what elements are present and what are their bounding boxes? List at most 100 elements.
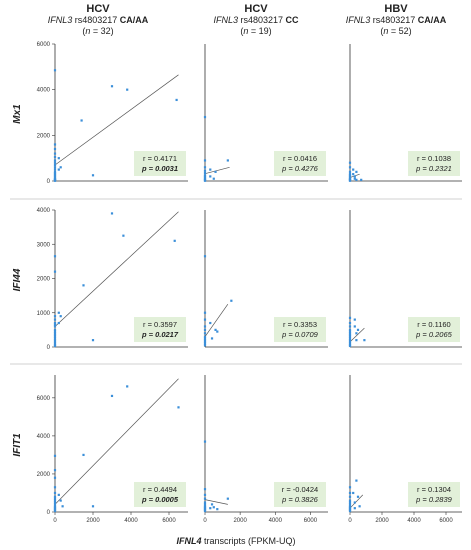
data-point <box>175 98 178 102</box>
data-point <box>348 170 352 173</box>
data-point <box>53 501 57 504</box>
p-value: p = 0.0709 <box>281 330 318 339</box>
data-point <box>203 318 207 321</box>
data-point <box>53 469 57 472</box>
y-tick-label: 6000 <box>37 396 51 402</box>
data-point <box>348 337 352 340</box>
x-axis-label-gene: IFNL4 <box>176 536 201 546</box>
data-point <box>82 453 85 457</box>
data-point <box>57 493 60 496</box>
column-header-virus: HCV <box>244 3 268 15</box>
data-point <box>53 497 57 500</box>
stat-box <box>274 482 326 507</box>
column-header: HCV IFNL3 rs4803217 CC (n = 19) <box>213 3 299 36</box>
data-point <box>53 499 57 502</box>
data-point <box>348 491 352 495</box>
x-axis-label: IFNL4 transcripts (FPKM-UQ) <box>176 536 295 546</box>
data-point <box>53 173 57 176</box>
data-point <box>203 176 207 179</box>
column-header: HCV IFNL3 rs4803217 CA/AA (n = 32) <box>48 3 149 36</box>
data-point <box>53 168 57 171</box>
data-point <box>212 506 215 509</box>
p-value: p = 0.2321 <box>415 164 452 173</box>
data-point <box>126 88 129 91</box>
regression-line <box>204 166 230 175</box>
y-tick-label: 6000 <box>37 42 51 48</box>
x-tick-label: 4000 <box>124 518 138 524</box>
y-tick-label: 4000 <box>37 208 51 214</box>
data-point <box>91 174 95 177</box>
data-point <box>59 499 62 502</box>
data-point <box>203 328 207 331</box>
p-value: p = 0.0217 <box>141 330 179 339</box>
data-point <box>348 166 352 169</box>
column-header-n-var: n <box>383 26 388 36</box>
regression-line <box>54 74 179 166</box>
correlation-r: r = 0.1304 <box>417 485 451 494</box>
column-header-virus: HBV <box>384 3 408 15</box>
y-tick-label: 2000 <box>37 472 51 478</box>
data-point <box>53 163 57 167</box>
data-point <box>203 503 207 506</box>
data-point <box>110 212 114 215</box>
column-header-snp: rs4803217 <box>238 15 286 25</box>
data-point <box>348 339 352 342</box>
data-point <box>53 332 57 335</box>
y-tick-label: 3000 <box>37 242 51 248</box>
data-point <box>59 166 62 169</box>
data-point <box>203 497 207 500</box>
row-label-mx1: Mx1 <box>12 104 23 124</box>
column-header-gene: IFNL3 <box>48 15 73 25</box>
data-point <box>203 159 207 162</box>
correlation-r: r = 0.3353 <box>283 320 317 329</box>
column-header-n: (n = 32) <box>82 26 113 36</box>
data-point <box>226 159 229 162</box>
data-point <box>203 509 207 513</box>
data-point <box>53 69 57 72</box>
column-header-virus: HCV <box>86 3 110 15</box>
stat-box <box>274 317 326 342</box>
column-header-n-open: ( <box>240 26 243 36</box>
data-point <box>348 499 352 502</box>
y-tick-label: 0 <box>47 179 51 185</box>
data-point <box>203 255 207 258</box>
data-point <box>53 171 57 175</box>
data-point <box>91 505 95 508</box>
x-tick-label: 0 <box>203 518 207 524</box>
column-header-gene: IFNL3 <box>213 15 238 25</box>
data-point <box>348 332 352 335</box>
data-point <box>53 161 57 164</box>
y-tick-label: 0 <box>47 510 51 516</box>
data-point <box>203 493 207 496</box>
data-point <box>53 321 57 325</box>
regression-line <box>54 378 179 505</box>
data-point <box>348 321 352 325</box>
data-point <box>210 503 214 506</box>
data-point <box>53 337 57 340</box>
column-header-genotype: IFNL3 rs4803217 CC <box>213 15 299 25</box>
data-point <box>203 501 207 504</box>
data-point <box>209 321 212 325</box>
column-header-snp: rs4803217 <box>72 15 120 25</box>
data-point <box>53 323 57 326</box>
data-point <box>355 332 358 335</box>
regression-line <box>204 303 229 337</box>
p-value: p = 0.0005 <box>141 495 179 504</box>
data-point <box>203 311 207 314</box>
p-value: p = 0.3826 <box>281 495 318 504</box>
p-value: p = 0.2065 <box>415 330 452 339</box>
y-tick-label: 1000 <box>37 311 51 317</box>
data-point <box>203 174 207 177</box>
column-header-genotype-value: CA/AA <box>120 15 149 25</box>
column-header-n: (n = 19) <box>240 26 271 36</box>
data-point <box>57 321 60 325</box>
data-point <box>53 143 57 146</box>
data-point <box>53 174 57 177</box>
data-point <box>53 175 57 178</box>
data-point <box>59 315 62 318</box>
p-value: p = 0.4276 <box>281 164 318 173</box>
row-label-ifi44: IFI44 <box>12 268 23 291</box>
